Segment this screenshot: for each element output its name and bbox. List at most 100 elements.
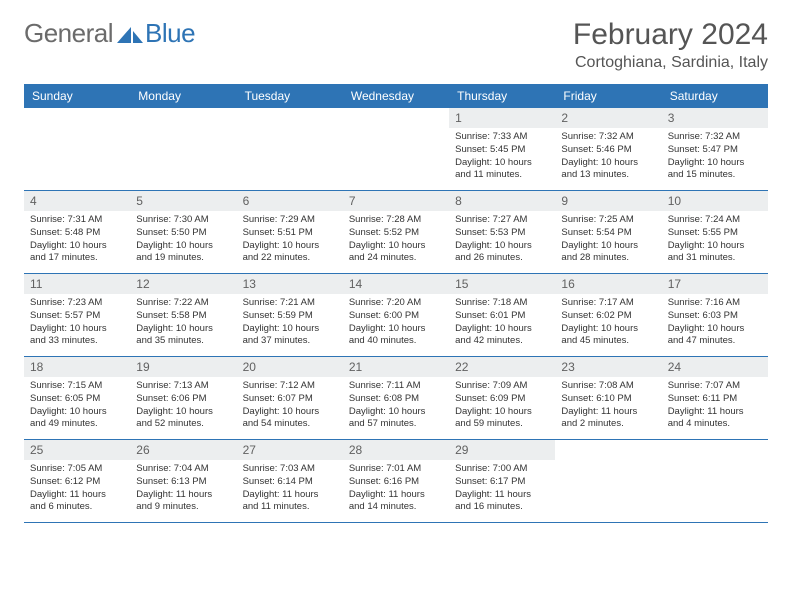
- sunset-text: Sunset: 5:59 PM: [243, 310, 337, 323]
- sunset-text: Sunset: 5:57 PM: [30, 310, 124, 323]
- day-number: 7: [343, 191, 449, 211]
- calendar-cell: 29Sunrise: 7:00 AMSunset: 6:17 PMDayligh…: [449, 440, 555, 523]
- day-number: 13: [237, 274, 343, 294]
- day-info: Sunrise: 7:05 AMSunset: 6:12 PMDaylight:…: [24, 463, 130, 514]
- day-number: 27: [237, 440, 343, 460]
- day-info: Sunrise: 7:25 AMSunset: 5:54 PMDaylight:…: [555, 214, 661, 265]
- sunrise-text: Sunrise: 7:22 AM: [136, 297, 230, 310]
- calendar-cell: 23Sunrise: 7:08 AMSunset: 6:10 PMDayligh…: [555, 357, 661, 440]
- sunrise-text: Sunrise: 7:29 AM: [243, 214, 337, 227]
- weekday-row: Sunday Monday Tuesday Wednesday Thursday…: [24, 84, 768, 108]
- logo-text-2: Blue: [145, 18, 195, 49]
- day-info: Sunrise: 7:33 AMSunset: 5:45 PMDaylight:…: [449, 131, 555, 182]
- sunrise-text: Sunrise: 7:03 AM: [243, 463, 337, 476]
- calendar-cell: 1Sunrise: 7:33 AMSunset: 5:45 PMDaylight…: [449, 108, 555, 191]
- daylight-text: Daylight: 11 hours and 9 minutes.: [136, 489, 230, 515]
- sunrise-text: Sunrise: 7:31 AM: [30, 214, 124, 227]
- day-info: Sunrise: 7:29 AMSunset: 5:51 PMDaylight:…: [237, 214, 343, 265]
- calendar-row: 18Sunrise: 7:15 AMSunset: 6:05 PMDayligh…: [24, 357, 768, 440]
- day-number: 14: [343, 274, 449, 294]
- sunrise-text: Sunrise: 7:32 AM: [668, 131, 762, 144]
- calendar-cell: 4 Sunrise: 7:31 AMSunset: 5:48 PMDaylight…: [24, 191, 130, 274]
- sunset-text: Sunset: 5:48 PM: [30, 227, 124, 240]
- day-number: 8: [449, 191, 555, 211]
- day-number: 9: [555, 191, 661, 211]
- daylight-text: Daylight: 10 hours and 17 minutes.: [30, 240, 124, 266]
- day-number: 20: [237, 357, 343, 377]
- daylight-text: Daylight: 10 hours and 37 minutes.: [243, 323, 337, 349]
- daylight-text: Daylight: 10 hours and 54 minutes.: [243, 406, 337, 432]
- calendar-cell: 21Sunrise: 7:11 AMSunset: 6:08 PMDayligh…: [343, 357, 449, 440]
- sunset-text: Sunset: 6:17 PM: [455, 476, 549, 489]
- daylight-text: Daylight: 10 hours and 52 minutes.: [136, 406, 230, 432]
- sunrise-text: Sunrise: 7:25 AM: [561, 214, 655, 227]
- calendar-cell: 28Sunrise: 7:01 AMSunset: 6:16 PMDayligh…: [343, 440, 449, 523]
- day-number: 15: [449, 274, 555, 294]
- daylight-text: Daylight: 10 hours and 19 minutes.: [136, 240, 230, 266]
- calendar-cell: 3Sunrise: 7:32 AMSunset: 5:47 PMDaylight…: [662, 108, 768, 191]
- calendar-row: 11Sunrise: 7:23 AMSunset: 5:57 PMDayligh…: [24, 274, 768, 357]
- daylight-text: Daylight: 10 hours and 49 minutes.: [30, 406, 124, 432]
- sunrise-text: Sunrise: 7:09 AM: [455, 380, 549, 393]
- sunset-text: Sunset: 6:03 PM: [668, 310, 762, 323]
- sunrise-text: Sunrise: 7:20 AM: [349, 297, 443, 310]
- day-number: 18: [24, 357, 130, 377]
- day-info: Sunrise: 7:08 AMSunset: 6:10 PMDaylight:…: [555, 380, 661, 431]
- sunrise-text: Sunrise: 7:21 AM: [243, 297, 337, 310]
- daylight-text: Daylight: 10 hours and 33 minutes.: [30, 323, 124, 349]
- daylight-text: Daylight: 11 hours and 14 minutes.: [349, 489, 443, 515]
- daylight-text: Daylight: 10 hours and 15 minutes.: [668, 157, 762, 183]
- sunset-text: Sunset: 6:12 PM: [30, 476, 124, 489]
- sunrise-text: Sunrise: 7:12 AM: [243, 380, 337, 393]
- sunrise-text: Sunrise: 7:05 AM: [30, 463, 124, 476]
- sunrise-text: Sunrise: 7:30 AM: [136, 214, 230, 227]
- daylight-text: Daylight: 10 hours and 24 minutes.: [349, 240, 443, 266]
- daylight-text: Daylight: 10 hours and 42 minutes.: [455, 323, 549, 349]
- sunrise-text: Sunrise: 7:32 AM: [561, 131, 655, 144]
- day-info: Sunrise: 7:24 AMSunset: 5:55 PMDaylight:…: [662, 214, 768, 265]
- daylight-text: Daylight: 10 hours and 28 minutes.: [561, 240, 655, 266]
- day-number: 26: [130, 440, 236, 460]
- day-info: Sunrise: 7:23 AMSunset: 5:57 PMDaylight:…: [24, 297, 130, 348]
- title-block: February 2024 Cortoghiana, Sardinia, Ita…: [573, 18, 768, 72]
- daylight-text: Daylight: 10 hours and 22 minutes.: [243, 240, 337, 266]
- calendar-row: 1Sunrise: 7:33 AMSunset: 5:45 PMDaylight…: [24, 108, 768, 191]
- day-info: Sunrise: 7:21 AMSunset: 5:59 PMDaylight:…: [237, 297, 343, 348]
- sunset-text: Sunset: 6:16 PM: [349, 476, 443, 489]
- sunset-text: Sunset: 5:55 PM: [668, 227, 762, 240]
- sunset-text: Sunset: 6:06 PM: [136, 393, 230, 406]
- sunset-text: Sunset: 5:50 PM: [136, 227, 230, 240]
- day-number: 5: [130, 191, 236, 211]
- calendar-cell: 22Sunrise: 7:09 AMSunset: 6:09 PMDayligh…: [449, 357, 555, 440]
- daylight-text: Daylight: 10 hours and 11 minutes.: [455, 157, 549, 183]
- calendar-cell: [343, 108, 449, 191]
- daylight-text: Daylight: 11 hours and 11 minutes.: [243, 489, 337, 515]
- calendar-cell: 11Sunrise: 7:23 AMSunset: 5:57 PMDayligh…: [24, 274, 130, 357]
- day-number: 4: [24, 191, 130, 211]
- calendar-cell: 26Sunrise: 7:04 AMSunset: 6:13 PMDayligh…: [130, 440, 236, 523]
- day-number: 29: [449, 440, 555, 460]
- day-number: 17: [662, 274, 768, 294]
- sunset-text: Sunset: 6:09 PM: [455, 393, 549, 406]
- calendar-cell: [24, 108, 130, 191]
- sunrise-text: Sunrise: 7:13 AM: [136, 380, 230, 393]
- sunset-text: Sunset: 5:46 PM: [561, 144, 655, 157]
- day-number: 3: [662, 108, 768, 128]
- day-info: Sunrise: 7:28 AMSunset: 5:52 PMDaylight:…: [343, 214, 449, 265]
- daylight-text: Daylight: 11 hours and 16 minutes.: [455, 489, 549, 515]
- sunset-text: Sunset: 6:02 PM: [561, 310, 655, 323]
- sunset-text: Sunset: 6:08 PM: [349, 393, 443, 406]
- location: Cortoghiana, Sardinia, Italy: [573, 54, 768, 72]
- day-info: Sunrise: 7:03 AMSunset: 6:14 PMDaylight:…: [237, 463, 343, 514]
- sunrise-text: Sunrise: 7:15 AM: [30, 380, 124, 393]
- calendar-cell: [662, 440, 768, 523]
- daylight-text: Daylight: 10 hours and 59 minutes.: [455, 406, 549, 432]
- month-title: February 2024: [573, 18, 768, 52]
- calendar-cell: 25Sunrise: 7:05 AMSunset: 6:12 PMDayligh…: [24, 440, 130, 523]
- calendar-cell: 5 Sunrise: 7:30 AMSunset: 5:50 PMDaylight…: [130, 191, 236, 274]
- day-number: 16: [555, 274, 661, 294]
- daylight-text: Daylight: 10 hours and 45 minutes.: [561, 323, 655, 349]
- day-number: 12: [130, 274, 236, 294]
- calendar-cell: [555, 440, 661, 523]
- sunrise-text: Sunrise: 7:33 AM: [455, 131, 549, 144]
